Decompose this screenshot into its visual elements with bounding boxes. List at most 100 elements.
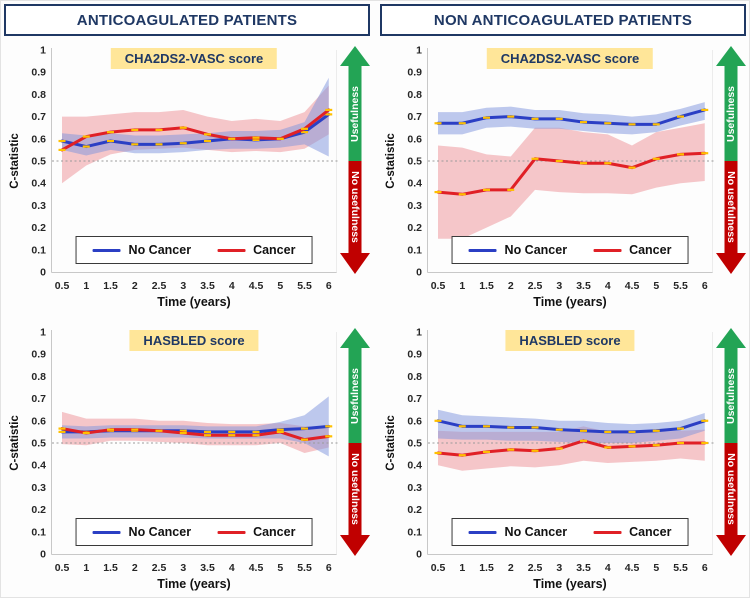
y-tick-label: 0.6 (31, 415, 46, 427)
legend: No Cancer Cancer (75, 518, 313, 546)
y-tick-label: 0.5 (31, 438, 46, 450)
usefulness-arrow-label: Usefulness (725, 85, 737, 143)
legend: No Cancer Cancer (451, 236, 689, 264)
y-tick-label: 0 (416, 267, 422, 279)
y-tick-label: 0.8 (407, 89, 422, 101)
cancer-line (60, 108, 331, 152)
y-tick-label: 0.8 (31, 89, 46, 101)
x-tick-label: 4 (229, 280, 235, 292)
y-tick-label: 0.5 (407, 156, 422, 168)
usefulness-arrow-shaft (724, 347, 738, 443)
y-tick-label: 0.8 (31, 371, 46, 383)
no-usefulness-arrow-shaft (348, 443, 362, 536)
score-title-badge: HASBLED score (129, 330, 259, 351)
no-usefulness-arrow-head (716, 253, 746, 274)
no-cancer-confidence-band (438, 102, 705, 135)
y-tick-label: 1 (416, 45, 422, 57)
y-axis-title: C-statistic (9, 415, 21, 471)
column-anticoagulated: ANTICOAGULATED PATIENTS 0 0.1 0.2 0.3 0.4 0.5… (4, 4, 370, 594)
y-tick-label: 0.9 (407, 349, 422, 361)
no-cancer-line (436, 108, 707, 126)
no-usefulness-arrow-shaft (724, 443, 738, 536)
x-tick-label: 3 (556, 562, 562, 574)
chart-non-anticoagulated-hasbled: 0 0.1 0.2 0.3 0.4 0.5 0.6 0.7 0.8 0.9 1 0.5 1 1.5 2 2.5… (380, 324, 749, 594)
x-tick-label: 2.5 (528, 562, 543, 574)
cancer-line (436, 151, 707, 196)
y-tick-label: 1 (40, 45, 46, 57)
x-tick-label: 1.5 (479, 280, 494, 292)
x-tick-label: 3.5 (576, 562, 591, 574)
x-tick-label: 6 (702, 562, 708, 574)
usefulness-arrow-head (716, 46, 746, 66)
x-tick-label: 6 (326, 280, 332, 292)
usefulness-arrow-head (716, 328, 746, 348)
no-usefulness-arrow-label: No usefulness (349, 453, 361, 525)
y-axis-title: C-statistic (385, 133, 397, 189)
x-axis-title: Time (years) (533, 577, 607, 591)
legend: No Cancer Cancer (75, 236, 313, 264)
y-tick-label: 0.3 (407, 482, 422, 494)
no-usefulness-arrow-label: No usefulness (725, 453, 737, 525)
y-tick-label: 0.2 (407, 504, 422, 516)
y-tick-label: 0.1 (31, 526, 46, 538)
cancer-swatch (217, 530, 246, 534)
legend-label-cancer: Cancer (629, 525, 672, 539)
y-tick-label: 0.8 (407, 371, 422, 383)
no-usefulness-arrow-shaft (724, 161, 738, 254)
y-tick-label: 0.5 (407, 438, 422, 450)
x-tick-label: 4.5 (625, 562, 640, 574)
y-tick-label: 0.2 (407, 222, 422, 234)
y-tick-label: 0.3 (31, 482, 46, 494)
y-tick-label: 1 (40, 327, 46, 339)
x-tick-label: 0.5 (431, 562, 446, 574)
x-tick-label: 5.5 (673, 562, 688, 574)
x-tick-label: 2 (132, 562, 138, 574)
plot-area: 0 0.1 0.2 0.3 0.4 0.5 0.6 0.7 0.8 0.9 1 0.5 1 1.5 2 2.5… (407, 327, 746, 574)
legend-label-cancer: Cancer (253, 525, 296, 539)
x-tick-label: 2 (508, 562, 514, 574)
x-tick-label: 0.5 (55, 280, 70, 292)
usefulness-arrow-shaft (348, 65, 362, 161)
y-tick-label: 0.6 (407, 133, 422, 145)
legend-label-cancer: Cancer (629, 243, 672, 257)
no-cancer-confidence-band (62, 396, 329, 457)
x-tick-label: 3 (180, 562, 186, 574)
y-tick-label: 0.9 (31, 349, 46, 361)
chart-anticoagulated-cha2ds2vasc: 0 0.1 0.2 0.3 0.4 0.5 0.6 0.7 0.8 0.9 1 0.5 1 1.5 2 2.5… (4, 42, 374, 312)
x-tick-label: 4.5 (249, 562, 264, 574)
x-tick-label: 3.5 (200, 562, 215, 574)
x-tick-label: 3 (180, 280, 186, 292)
x-tick-label: 5.5 (673, 280, 688, 292)
x-tick-label: 5 (653, 562, 659, 574)
y-tick-label: 0.7 (31, 393, 46, 405)
plot-area: 0 0.1 0.2 0.3 0.4 0.5 0.6 0.7 0.8 0.9 1 0.5 1 1.5 2 2.5… (31, 45, 370, 292)
x-tick-label: 1.5 (103, 562, 118, 574)
x-tick-label: 4 (605, 280, 611, 292)
no-cancer-line (436, 419, 707, 434)
panel-header-non-anticoagulated: NON ANTICOAGULATED PATIENTS (380, 4, 746, 36)
score-title-badge: CHA2DS2-VASC score (110, 48, 278, 69)
y-tick-label: 0 (416, 549, 422, 561)
x-tick-label: 0.5 (431, 280, 446, 292)
x-tick-label: 4.5 (249, 280, 264, 292)
y-tick-label: 0.5 (31, 156, 46, 168)
x-axis-title: Time (years) (533, 295, 607, 309)
x-tick-label: 3.5 (576, 280, 591, 292)
cancer-confidence-band (438, 123, 705, 239)
plot-area: 0 0.1 0.2 0.3 0.4 0.5 0.6 0.7 0.8 0.9 1 0.5 1 1.5 2 2.5… (31, 327, 370, 574)
legend-label-no-cancer: No Cancer (504, 243, 568, 257)
y-tick-label: 0.2 (31, 504, 46, 516)
x-tick-label: 2.5 (528, 280, 543, 292)
x-tick-label: 2 (508, 280, 514, 292)
cancer-line (436, 439, 707, 457)
usefulness-arrow-head (340, 328, 370, 348)
x-tick-label: 1 (459, 280, 465, 292)
x-tick-label: 5.5 (297, 562, 312, 574)
x-tick-label: 0.5 (55, 562, 70, 574)
no-cancer-swatch (92, 530, 121, 534)
x-tick-label: 1.5 (103, 280, 118, 292)
x-axis-title: Time (years) (157, 577, 231, 591)
usefulness-arrow-label: Usefulness (349, 367, 361, 425)
y-tick-label: 0.3 (407, 200, 422, 212)
